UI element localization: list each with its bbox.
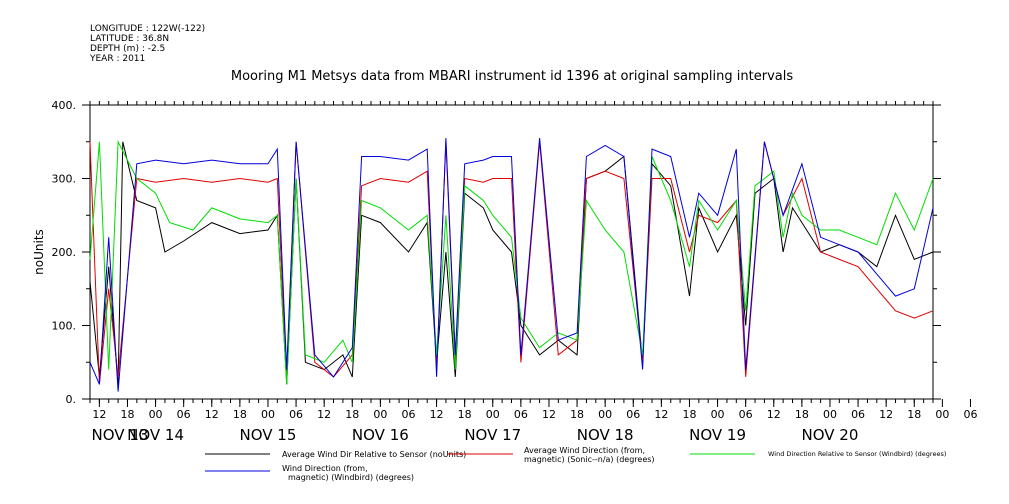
x-hour-tick-label: 18	[120, 408, 134, 421]
x-hour-tick-label: 12	[205, 408, 219, 421]
x-hour-tick-label: 12	[654, 408, 668, 421]
y-tick-label: 300.	[52, 173, 77, 186]
x-hour-tick-label: 00	[373, 408, 387, 421]
chart-title: Mooring M1 Metsys data from MBARI instru…	[231, 69, 793, 84]
x-hour-tick-label: 12	[542, 408, 556, 421]
x-hour-tick-label: 12	[430, 408, 444, 421]
x-hour-tick-label: 18	[570, 408, 584, 421]
x-hour-tick-label: 06	[963, 408, 977, 421]
x-hour-tick-label: 00	[711, 408, 725, 421]
y-tick-label: 400.	[52, 99, 77, 112]
axis-ticks	[82, 101, 971, 407]
x-hour-tick-label: 00	[486, 408, 500, 421]
x-hour-tick-label: 06	[739, 408, 753, 421]
x-hour-tick-label: 18	[345, 408, 359, 421]
data-series	[89, 138, 934, 392]
x-day-label: NOV 14	[127, 426, 184, 444]
x-hour-tick-label: 12	[879, 408, 893, 421]
depth-label: DEPTH (m) : -2.5	[90, 44, 165, 54]
legend-label-blue-line1: Wind Direction (from,	[282, 464, 368, 473]
series-line-blue	[89, 138, 934, 392]
legend-label-red: Average Wind Direction (from, magnetic) …	[524, 446, 655, 464]
x-day-label: NOV 20	[802, 426, 859, 444]
y-tick-label: 0.	[66, 393, 77, 406]
x-hour-tick-label: 06	[851, 408, 865, 421]
y-tick-label: 200.	[52, 246, 77, 259]
legend-label-green: Wind Direction Relative to Sensor (Windb…	[768, 450, 946, 458]
longitude-label: LONGITUDE : 122W(-122)	[90, 24, 205, 34]
series-line-green	[89, 139, 934, 385]
x-hour-tick-label: 00	[598, 408, 612, 421]
x-hour-tick-label: 00	[823, 408, 837, 421]
year-label: YEAR : 2011	[89, 54, 145, 64]
y-tick-label: 100.	[52, 320, 77, 333]
legend: Average Wind Dir Relative to Sensor (noU…	[205, 446, 946, 482]
legend-label-black: Average Wind Dir Relative to Sensor (noU…	[282, 450, 466, 459]
x-hour-tick-label: 18	[233, 408, 247, 421]
x-day-label: NOV 18	[577, 426, 634, 444]
series-line-red	[89, 141, 934, 385]
legend-label-red-line2: magnetic) (Sonic--n/a) (degrees)	[524, 455, 655, 464]
x-hour-tick-label: 18	[907, 408, 921, 421]
x-hour-tick-label: 18	[682, 408, 696, 421]
x-day-label: NOV 16	[352, 426, 409, 444]
x-hour-tick-label: 12	[317, 408, 331, 421]
x-hour-tick-label: 18	[458, 408, 472, 421]
x-day-label: NOV 15	[240, 426, 297, 444]
x-hour-tick-label: 06	[289, 408, 303, 421]
axis-labels: 12 18 00 06 12 18 00 06 12 18 00 06 12 18 00 06 12 18 00 06…	[52, 99, 978, 444]
series-line-black	[89, 141, 934, 385]
x-hour-tick-label: 00	[935, 408, 949, 421]
x-hour-tick-label: 00	[261, 408, 275, 421]
x-hour-tick-label: 06	[177, 408, 191, 421]
x-hour-tick-label: 12	[767, 408, 781, 421]
x-hour-tick-label: 06	[514, 408, 528, 421]
legend-label-blue: Wind Direction (from, magnetic) (Windbir…	[282, 464, 414, 482]
legend-label-red-line1: Average Wind Direction (from,	[524, 446, 645, 455]
x-hour-tick-label: 06	[626, 408, 640, 421]
x-day-label: NOV 17	[464, 426, 521, 444]
x-hour-tick-label: 18	[795, 408, 809, 421]
y-axis-label: noUnits	[32, 229, 46, 275]
x-hour-tick-label: 06	[401, 408, 415, 421]
x-day-label: NOV 13	[92, 426, 149, 444]
x-hour-tick-label: 12	[92, 408, 106, 421]
latitude-label: LATITUDE : 36.8N	[90, 34, 169, 44]
x-hour-tick-label: 00	[149, 408, 163, 421]
x-day-label: NOV 19	[689, 426, 746, 444]
legend-label-blue-line2: magnetic) (Windbird) (degrees)	[288, 473, 414, 482]
